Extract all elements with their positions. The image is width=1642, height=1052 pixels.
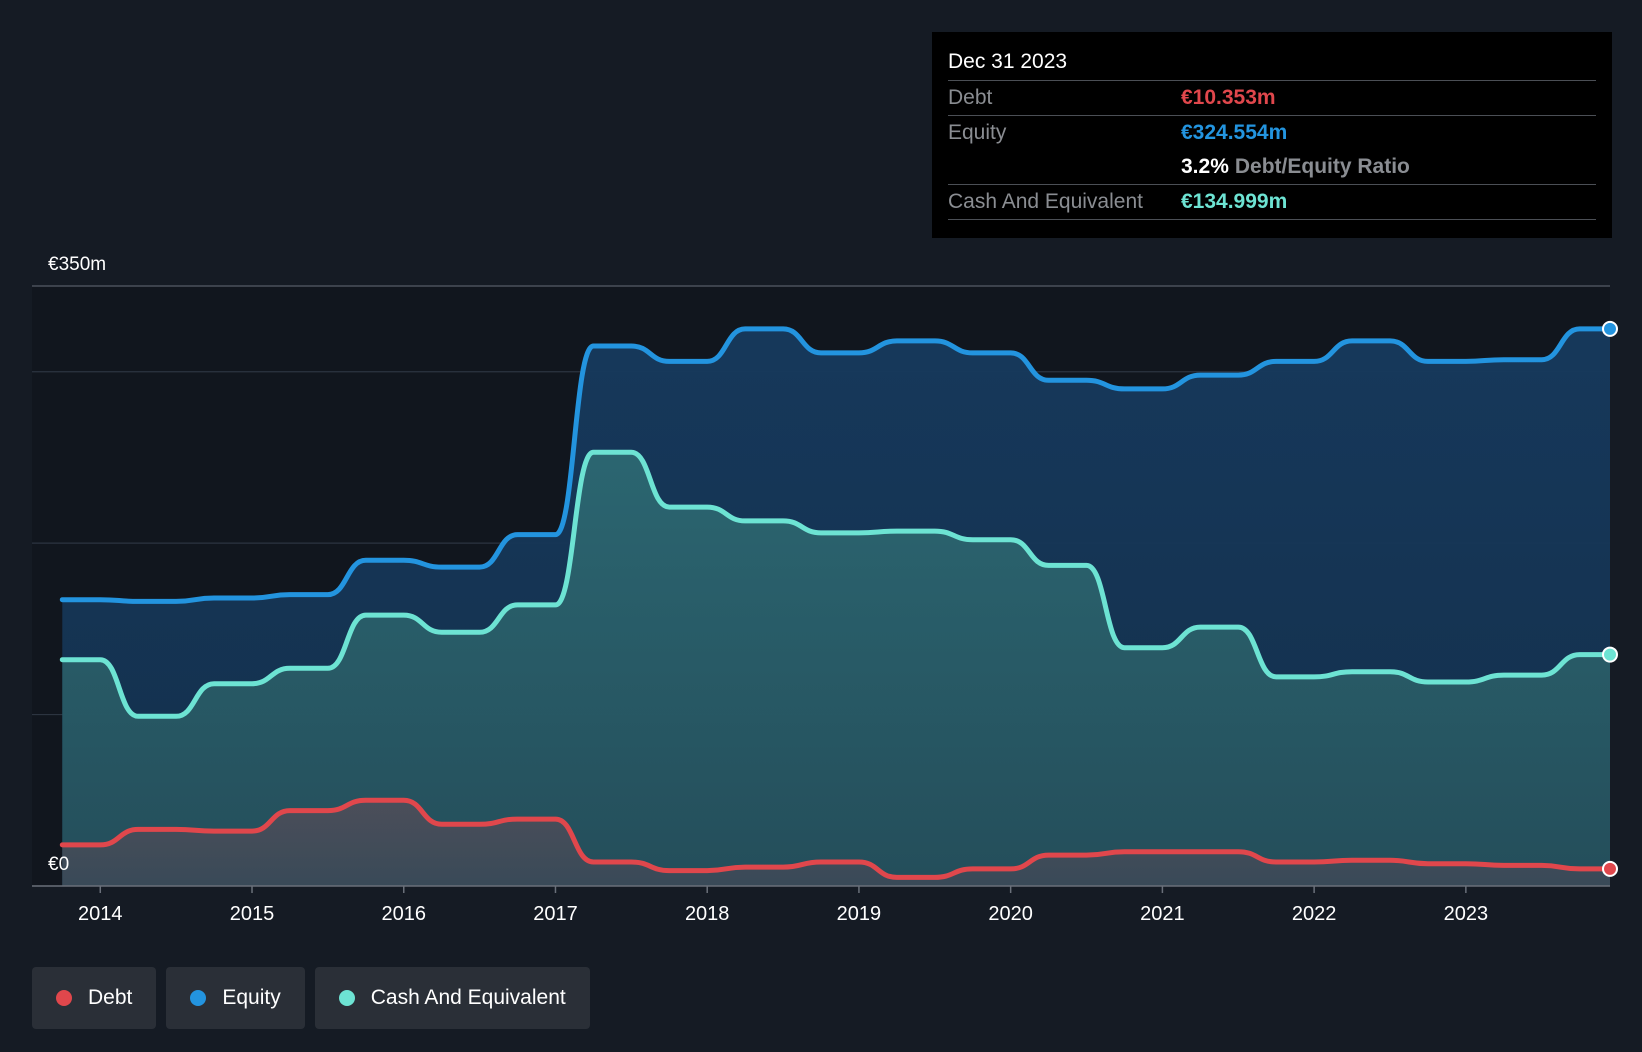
tooltip-ratio-spacer	[948, 150, 1181, 184]
x-tick-label-2022: 2022	[1292, 903, 1337, 925]
tooltip-equity-value: €324.554m	[1181, 121, 1288, 144]
tooltip-ratio-value: 3.2%	[1181, 155, 1229, 178]
x-axis-ticks: 2014 2015 2016 2017 2018 2019 2020 2021 2022 2023	[78, 886, 1488, 925]
tooltip-debt-label: Debt	[948, 86, 993, 109]
tooltip-ratio-label: Debt/Equity Ratio	[1234, 155, 1410, 178]
x-tick-label-2018: 2018	[685, 903, 730, 925]
tooltip-cash-label: Cash And Equivalent	[948, 190, 1143, 213]
x-tick-label-2023: 2023	[1444, 903, 1489, 925]
tooltip-row-ratio: 3.2% Debt/Equity Ratio	[948, 150, 1596, 185]
cash-line	[59, 449, 1613, 719]
legend-item-equity[interactable]: Equity	[166, 967, 305, 1029]
legend-item-debt[interactable]: Debt	[32, 967, 157, 1029]
tooltip-row-equity: Equity €324.554m	[948, 116, 1596, 150]
legend-label-debt: Debt	[88, 986, 133, 1009]
legend-label-equity: Equity	[222, 986, 281, 1009]
x-tick-label-2017: 2017	[533, 903, 578, 925]
cash-area	[62, 452, 1610, 886]
x-tick-label-2019: 2019	[837, 903, 882, 925]
tooltip-cash-value: €134.999m	[1181, 190, 1288, 213]
x-tick-label-2014: 2014	[78, 903, 123, 925]
legend-label-cash: Cash And Equivalent	[370, 986, 566, 1009]
tooltip-equity-label: Equity	[948, 121, 1007, 144]
tooltip-row-cash: Cash And Equivalent €134.999m	[948, 185, 1596, 220]
y-axis-bottom-label: €0	[48, 854, 69, 875]
x-tick-label-2015: 2015	[230, 903, 275, 925]
equity-end-marker	[1602, 320, 1618, 337]
debt-end-marker	[1602, 860, 1618, 877]
series-lines	[59, 326, 1613, 880]
tooltip-date: Dec 31 2023	[948, 46, 1596, 81]
series-areas	[62, 328, 1610, 886]
tooltip-debt-value: €10.353m	[1181, 86, 1276, 109]
debt-area	[62, 800, 1610, 886]
cash-end-marker	[1602, 646, 1618, 663]
tooltip-panel: Dec 31 2023 Debt €10.353m Equity €324.55…	[932, 32, 1612, 238]
legend-dot-equity-icon	[190, 990, 207, 1006]
tooltip-ratio: 3.2% Debt/Equity Ratio	[1181, 150, 1410, 184]
legend-dot-cash-icon	[338, 990, 355, 1006]
x-tick-label-2020: 2020	[988, 903, 1033, 925]
tooltip-row-debt: Debt €10.353m	[948, 81, 1596, 116]
legend-dot-debt-icon	[56, 990, 72, 1006]
y-axis-top-label: €350m	[48, 254, 106, 275]
chart-legend: Debt Equity Cash And Equivalent	[32, 967, 600, 1029]
equity-line	[59, 326, 1613, 604]
legend-item-cash[interactable]: Cash And Equivalent	[314, 967, 590, 1029]
x-tick-label-2016: 2016	[381, 903, 426, 925]
x-tick-label-2021: 2021	[1140, 903, 1185, 925]
end-markers	[1602, 320, 1618, 877]
debt-line	[59, 797, 1613, 880]
